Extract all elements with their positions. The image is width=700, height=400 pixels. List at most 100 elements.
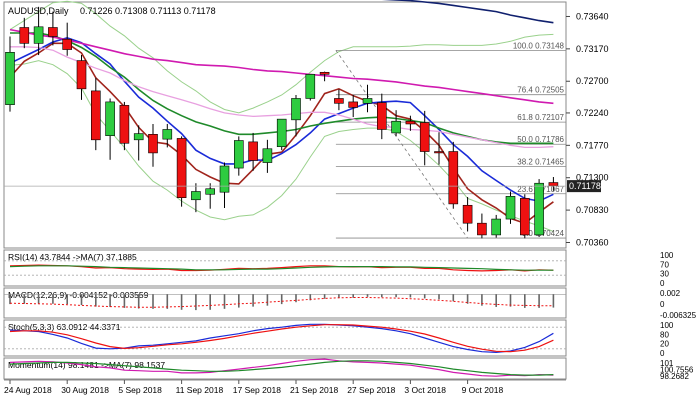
chart-header-ohlc: 0.71226 0.71308 0.71113 0.71178	[80, 6, 216, 16]
price-y-tick-label: 0.70830	[576, 205, 609, 215]
x-axis-tick-label: 30 Aug 2018	[61, 385, 109, 395]
momentum-pane-frame	[3, 357, 567, 380]
envelope-band-line	[9, 0, 554, 114]
x-axis-tick-label: 17 Sep 2018	[233, 385, 281, 395]
candle-body	[219, 165, 230, 193]
candle-body	[248, 141, 258, 161]
current-price-box	[567, 180, 601, 193]
moving-average-line	[9, 36, 554, 202]
candle-body	[548, 182, 559, 187]
macd-y-tick-label: 0	[660, 300, 665, 309]
candle-body	[519, 198, 530, 236]
candle-body	[276, 118, 287, 148]
candle-body	[48, 27, 58, 37]
candle-body	[462, 204, 473, 224]
candle-body	[162, 129, 173, 140]
stoch-pane-frame	[3, 319, 567, 357]
x-axis-tick-label: 11 Sep 2018	[176, 385, 224, 395]
macd-y-tick-label: 0.002	[660, 289, 681, 298]
macd-signal-line	[9, 297, 554, 308]
candle-body	[176, 138, 187, 198]
momentum-y-tick-label: 98.2682	[660, 372, 689, 381]
stoch-y-tick-label: 80	[660, 330, 669, 339]
candle-body	[448, 151, 459, 205]
candle-body	[191, 191, 201, 201]
rsi-y-tick-label: 30	[660, 270, 669, 279]
candle-body	[305, 74, 316, 99]
moving-average-line	[381, 0, 554, 24]
candle-body	[434, 151, 444, 154]
stoch-y-tick-label: 0	[660, 349, 665, 358]
candle-body	[534, 182, 544, 236]
rsi-y-tick-label: 100	[660, 251, 674, 260]
price-y-tick-label: 0.72700	[576, 76, 609, 86]
candle-body	[505, 196, 516, 220]
candle-body	[19, 27, 30, 44]
x-axis-tick-label: 5 Sep 2018	[118, 385, 162, 395]
candle-body	[348, 101, 359, 108]
price-y-tick-label: 0.73640	[576, 11, 609, 21]
x-axis-tick-label: 3 Oct 2018	[404, 385, 446, 395]
macd-title: MACD(12,26,9) -0.004152 -0.003559	[8, 290, 149, 300]
fib-level-label: 100.0 0.73148	[513, 41, 565, 50]
candle-body	[5, 52, 15, 105]
macd-y-tick-label: -0.006325	[660, 311, 697, 320]
chart-header-symbol: AUDUSD,Daily	[8, 6, 69, 16]
x-axis-tick-label: 9 Oct 2018	[462, 385, 504, 395]
stoch-y-tick-label: 20	[660, 340, 669, 349]
fib-level-label: 50.0 0.71786	[517, 135, 564, 144]
fib-level-label: 38.2 0.71465	[517, 157, 564, 166]
moving-average-line	[10, 46, 554, 149]
price-y-tick-label: 0.71300	[576, 173, 609, 183]
candle-body	[148, 134, 158, 154]
price-y-tick-label: 0.70360	[576, 237, 609, 247]
fib-level-label: 61.8 0.72107	[517, 113, 564, 122]
momentum-y-tick-label: 101	[660, 359, 674, 368]
price-y-tick-label: 0.73170	[576, 44, 609, 54]
x-axis-tick-label: 27 Sep 2018	[347, 385, 395, 395]
x-axis-tick-label: 21 Sep 2018	[290, 385, 338, 395]
price-y-tick-label: 0.71770	[576, 140, 609, 150]
price-y-tick-label: 0.72240	[576, 108, 609, 118]
candle-body	[76, 60, 87, 90]
rsi-series-line	[9, 265, 554, 271]
moving-average-line	[9, 42, 554, 225]
macd-pane-frame	[3, 287, 567, 319]
stoch-series-line	[9, 324, 554, 353]
rsi-pane-frame	[3, 249, 567, 287]
candle-body	[262, 148, 273, 163]
candle-body	[405, 120, 416, 125]
stoch-series-line	[9, 323, 554, 354]
candle-body	[419, 122, 430, 152]
candle-body	[334, 98, 344, 104]
candle-body	[105, 101, 115, 136]
candle-body	[391, 120, 401, 134]
candle-body	[33, 26, 44, 44]
rsi-y-tick-label: 0	[660, 279, 665, 288]
candle-body	[119, 105, 130, 144]
momentum-y-tick-label: 100.7556	[660, 366, 694, 375]
price-pane-frame	[3, 1, 567, 249]
fib-level-label: 76.4 0.72505	[517, 86, 564, 95]
panes: 0.73640 0.73170 0.72700 0.72240 0.71770 0.713…	[3, 0, 697, 395]
candle-body	[291, 98, 301, 121]
candle-body	[133, 133, 144, 141]
rsi-y-tick-label: 70	[660, 260, 669, 269]
candle-body	[362, 98, 373, 104]
fib-trend-line	[335, 50, 468, 239]
candle-body	[91, 90, 101, 141]
current-price-label: 0.71178	[569, 181, 601, 191]
rsi-title: RSI(14) 43.7844 ->MA(7) 37.1885	[8, 252, 137, 262]
candle-body	[205, 188, 215, 195]
momentum-series-line	[9, 358, 554, 377]
momentum-series-line	[9, 360, 554, 376]
candle-body	[319, 71, 330, 75]
stoch-y-tick-label: 100	[660, 321, 674, 330]
candle-body	[62, 38, 73, 50]
candle-body	[477, 222, 487, 236]
candle-body	[234, 140, 244, 169]
candle-body	[491, 218, 502, 236]
x-axis-tick-label: 24 Aug 2018	[4, 385, 52, 395]
